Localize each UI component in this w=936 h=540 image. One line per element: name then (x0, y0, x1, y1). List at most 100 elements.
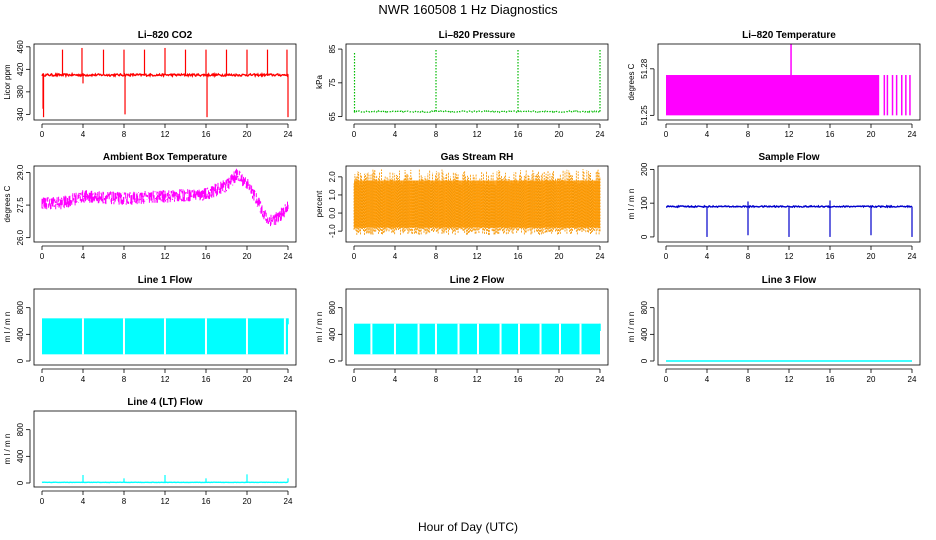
band-fill (666, 75, 880, 116)
plot-frame (33, 410, 297, 488)
x-tick-label: 8 (746, 375, 751, 384)
band-gap (417, 323, 420, 355)
panel-ambient-temp: Ambient Box Temperature degrees C 0 4 8 12 16 2… (3, 152, 297, 261)
y-tick-label: 400 (640, 327, 649, 341)
x-tick-label: 24 (596, 252, 605, 261)
figure-xlabel: Hour of Day (UTC) (418, 520, 518, 534)
plot-frame (345, 165, 609, 243)
y-tick-label: 1.0 (328, 189, 337, 201)
series-sample-flow (666, 200, 913, 237)
x-tick-label: 8 (122, 130, 127, 139)
y-axis-label: percent (315, 190, 324, 217)
y-tick-label: 65 (328, 112, 337, 121)
x-tick-label: 24 (908, 252, 917, 261)
x-tick-label: 20 (243, 375, 252, 384)
y-tick-label: 400 (16, 449, 25, 463)
x-tick-label: 0 (40, 252, 45, 261)
x-tick-label: 20 (555, 252, 564, 261)
x-tick-label: 8 (434, 252, 439, 261)
plot-frame (33, 288, 297, 366)
panel-title: Line 4 (LT) Flow (127, 397, 203, 408)
series-line4-flow (41, 474, 289, 484)
x-tick-label: 20 (555, 375, 564, 384)
panel-co2: Li–820 CO2 Licor ppm 0 4 8 12 16 20 24 340 380 420 4… (3, 30, 297, 139)
x-tick-label: 4 (81, 497, 86, 506)
x-tick-label: 24 (284, 252, 293, 261)
series-line (353, 109, 600, 114)
x-tick-label: 16 (202, 252, 211, 261)
panel-title: Line 3 Flow (762, 275, 817, 286)
x-tick-label: 0 (40, 130, 45, 139)
x-tick-label: 16 (514, 130, 523, 139)
x-tick-label: 20 (243, 497, 252, 506)
x-tick-label: 12 (161, 130, 170, 139)
x-tick-label: 16 (202, 130, 211, 139)
band-gap (518, 323, 520, 355)
x-tick-label: 24 (284, 497, 293, 506)
x-tick-label: 4 (81, 130, 86, 139)
plot-frame (345, 288, 609, 366)
panel-title: Li–820 Pressure (439, 30, 516, 41)
y-tick-label: 380 (16, 85, 25, 99)
x-tick-label: 16 (826, 375, 835, 384)
y-tick-label: 340 (16, 107, 25, 121)
series-noise (41, 168, 289, 227)
x-tick-label: 0 (352, 252, 357, 261)
plot-frame (657, 288, 921, 366)
rh-strokes (353, 169, 601, 235)
plot-frame (33, 43, 297, 121)
y-axis-label: m l / m n (627, 312, 636, 343)
x-tick-label: 16 (202, 497, 211, 506)
series-co2 (41, 47, 289, 118)
x-tick-label: 24 (908, 375, 917, 384)
x-tick-label: 16 (202, 375, 211, 384)
panel-title: Line 1 Flow (138, 275, 193, 286)
x-tick-label: 8 (746, 252, 751, 261)
panel-title: Li–820 CO2 (138, 30, 193, 41)
x-tick-label: 0 (664, 375, 669, 384)
panel-line1-flow: Line 1 Flow m l / m n 0 4 8 12 16 20 24 0 400 800 (3, 275, 297, 384)
y-tick-label: 100 (640, 196, 649, 210)
x-tick-label: 8 (122, 252, 127, 261)
y-tick-label: 200 (640, 162, 649, 176)
y-axis-label: degrees C (627, 63, 636, 100)
x-tick-label: 20 (555, 130, 564, 139)
x-tick-label: 4 (705, 375, 710, 384)
y-tick-label: 27.5 (16, 197, 25, 213)
x-tick-label: 8 (122, 375, 127, 384)
band-gap (457, 323, 460, 355)
x-tick-label: 16 (514, 252, 523, 261)
y-axis-label: m l / m n (3, 312, 12, 343)
x-tick-label: 24 (284, 130, 293, 139)
y-tick-label: 0 (328, 358, 337, 363)
band-gap (204, 318, 207, 355)
y-tick-label: 29.0 (16, 164, 25, 180)
x-tick-label: 24 (596, 375, 605, 384)
y-tick-label: 400 (16, 327, 25, 341)
plot-frame (33, 165, 297, 243)
y-tick-label: 800 (16, 300, 25, 314)
y-tick-label: 51.28 (640, 58, 649, 79)
panel-title: Line 2 Flow (450, 275, 505, 286)
x-tick-label: 0 (40, 497, 45, 506)
x-tick-label: 4 (393, 375, 398, 384)
y-tick-label: 400 (328, 327, 337, 341)
y-tick-label: 51.25 (640, 105, 649, 126)
x-tick-label: 12 (161, 497, 170, 506)
x-tick-label: 0 (352, 130, 357, 139)
panel-sample-flow: Sample Flow m l / m n 0 4 8 12 16 20 24 0 100 200 (627, 152, 921, 261)
x-tick-label: 4 (81, 252, 86, 261)
x-tick-label: 12 (161, 252, 170, 261)
y-axis-label: Licor ppm (3, 64, 12, 99)
y-tick-label: 0 (16, 358, 25, 363)
x-tick-label: 24 (908, 130, 917, 139)
y-axis-label: m l / m n (315, 312, 324, 343)
plot-frame (345, 43, 609, 121)
y-tick-label: 800 (640, 300, 649, 314)
y-tick-label: 0 (640, 358, 649, 363)
x-tick-label: 8 (434, 375, 439, 384)
band-gap (122, 318, 125, 355)
band-gap (163, 318, 166, 355)
y-tick-label: 0.0 (328, 207, 337, 219)
y-axis-label: kPa (315, 75, 324, 89)
